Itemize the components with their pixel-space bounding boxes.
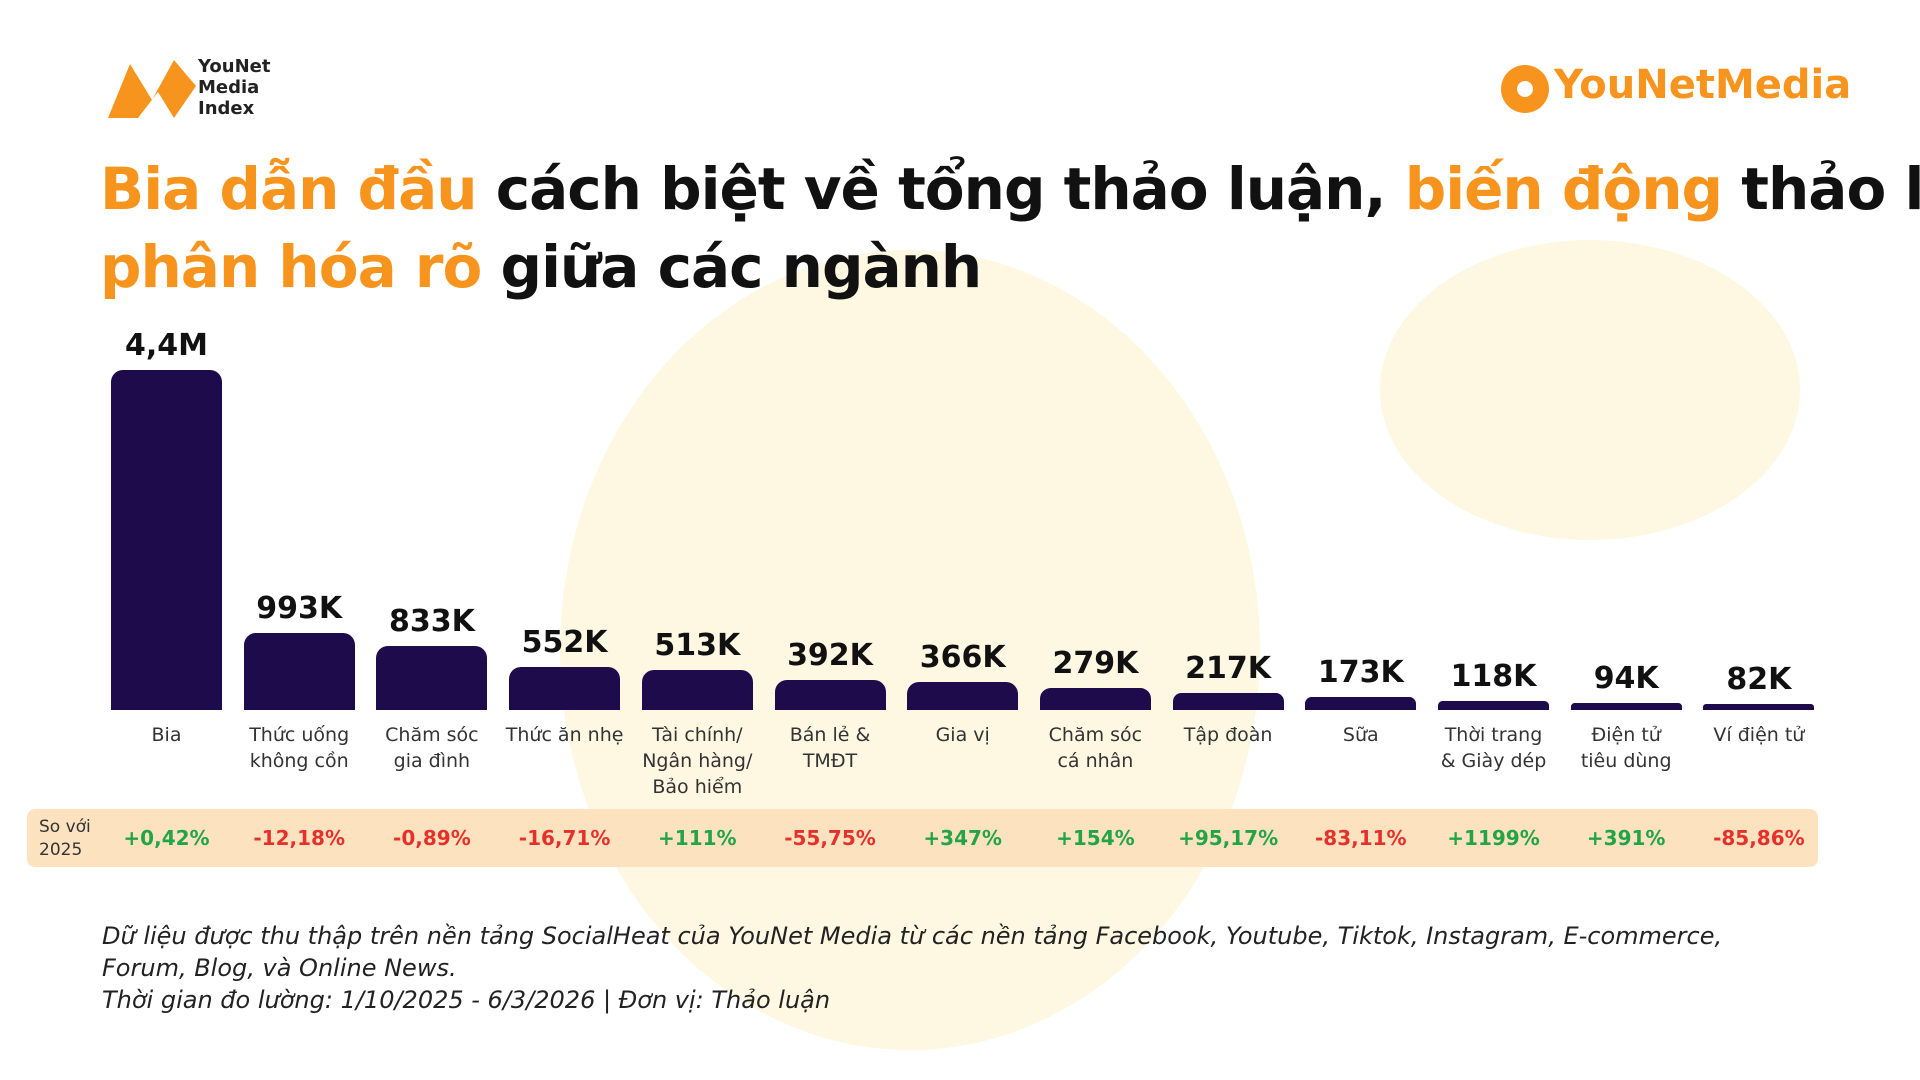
logo-left: YouNet Media Index xyxy=(198,56,271,119)
note: Dữ liệu được thu thập trên nền tảng Soci… xyxy=(102,922,1723,982)
change-value: -12,18% xyxy=(253,826,345,850)
logo-icon xyxy=(1501,65,1549,113)
background-decoration xyxy=(560,250,1260,1050)
title-segment: phân hóa rõ xyxy=(100,233,482,301)
change-value: +95,17% xyxy=(1178,826,1279,850)
x-tick-label: Ví điện tử xyxy=(1713,724,1805,746)
change-value: -55,75% xyxy=(784,826,876,850)
x-tick-label: Bia xyxy=(151,724,182,746)
x-tick-label: Chăm sóc cá nhân xyxy=(1048,724,1143,772)
logo-text: Media xyxy=(1714,62,1852,108)
value-label: 279K xyxy=(1052,646,1139,682)
change-value: +154% xyxy=(1056,826,1135,850)
bar xyxy=(376,645,488,710)
x-tick-label: Thức uống không cồn xyxy=(249,724,350,772)
change-value: +391% xyxy=(1586,826,1666,850)
value-label: 833K xyxy=(388,603,475,639)
value-label: 392K xyxy=(787,637,873,673)
bar xyxy=(1438,700,1549,710)
bar xyxy=(243,633,355,710)
change-label: So với 2025 xyxy=(39,817,91,860)
bar xyxy=(907,681,1019,710)
change-value: +111% xyxy=(658,826,737,850)
change-value: -0,89% xyxy=(393,826,471,850)
bar xyxy=(1172,693,1284,710)
logo-text: YouNet xyxy=(1554,62,1715,108)
change-value: -16,71% xyxy=(518,826,611,850)
bar xyxy=(111,370,222,710)
value-label: 217K xyxy=(1185,651,1272,687)
bar xyxy=(1039,688,1151,710)
x-tick-label: Thời trang & Giày dép xyxy=(1440,724,1547,772)
title-segment: cách biệt về tổng thảo luận, xyxy=(476,155,1405,223)
value-label: 173K xyxy=(1317,654,1404,690)
x-tick-label: Sữa xyxy=(1342,724,1379,746)
value-label: 552K xyxy=(521,625,608,661)
title-segment: biến động xyxy=(1404,155,1723,223)
bar xyxy=(1570,702,1682,710)
x-tick-label: Chăm sóc gia đình xyxy=(385,724,479,772)
value-label: 513K xyxy=(654,628,741,664)
value-label: 366K xyxy=(919,639,1006,675)
value-label: 4,4M xyxy=(125,328,208,363)
x-tick-label: Tài chính/ Ngân hàng/ Bảo hiểm xyxy=(642,724,753,798)
bar xyxy=(1305,696,1417,710)
value-label: 94K xyxy=(1593,660,1659,696)
change-band xyxy=(27,809,1818,867)
x-tick-label: Điện tử tiêu dùng xyxy=(1580,724,1672,772)
bar xyxy=(774,679,886,710)
chart-title: Bia dẫn đầu cách biệt về tổng thảo luận,… xyxy=(100,150,1920,306)
change-value: -85,86% xyxy=(1713,826,1805,850)
bar xyxy=(509,667,621,710)
change-value: +347% xyxy=(923,826,1002,850)
title-segment: Bia dẫn đầu xyxy=(100,155,478,223)
notes: Dữ liệu được thu thập trên nền tảng Soci… xyxy=(102,920,1802,1016)
title-segment: thảo luận xyxy=(1741,155,1920,223)
value-label: 118K xyxy=(1450,658,1537,694)
logo-right: YouNetMedia xyxy=(1500,62,1851,114)
change-value: +1199% xyxy=(1447,826,1540,850)
change-value: -83,11% xyxy=(1314,826,1407,850)
background-decoration xyxy=(1380,240,1800,540)
value-label: 993K xyxy=(256,591,343,627)
bar xyxy=(1703,703,1815,710)
value-label: 82K xyxy=(1726,661,1792,697)
title-segment: giữa các ngành xyxy=(481,233,983,301)
logo-mark xyxy=(108,60,196,118)
note: Thời gian đo lường: 1/10/2025 - 6/3/2026… xyxy=(102,986,831,1014)
x-tick-label: Bán lẻ & TMĐT xyxy=(789,724,871,772)
change-value: +0,42% xyxy=(123,826,210,850)
x-tick-label: Tập đoàn xyxy=(1183,724,1273,746)
bar xyxy=(641,670,753,710)
x-tick-label: Gia vị xyxy=(935,724,990,746)
x-tick-label: Thức ăn nhẹ xyxy=(505,724,624,746)
